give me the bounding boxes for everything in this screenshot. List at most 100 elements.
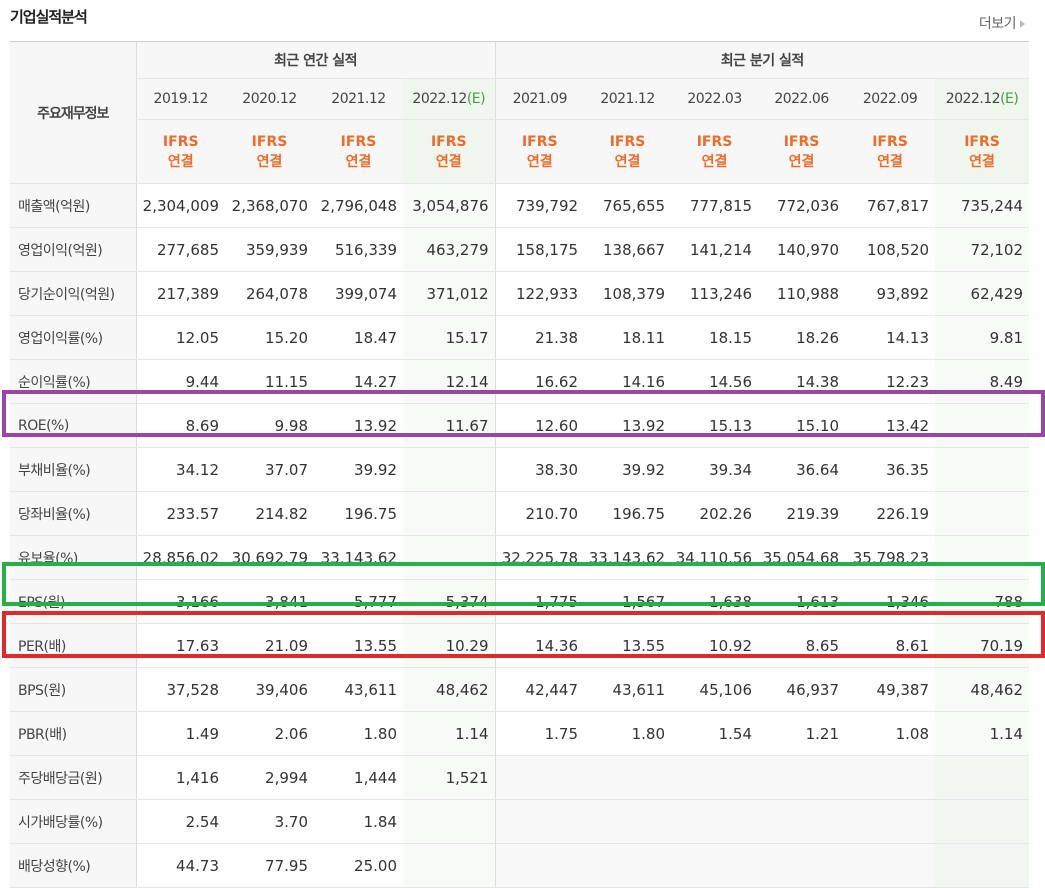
table-cell: 21.38 (494, 315, 585, 360)
ifrs-label: IFRS 연결 (935, 119, 1030, 184)
more-link[interactable]: 더보기 (979, 13, 1025, 33)
chevron-right-icon (1020, 20, 1025, 28)
table-row: 시가배당률(%) 2.54 3.70 1.84 (10, 799, 1030, 844)
ifrs-line2: 연결 (969, 153, 995, 170)
ifrs-line1: IFRS (430, 133, 467, 150)
table-cell: 141,214 (671, 227, 759, 272)
ifrs-label: IFRS 연결 (494, 119, 585, 184)
ifrs-line2: 연결 (526, 153, 553, 170)
ifrs-line1: IFRS (340, 133, 377, 150)
table-cell: 2.54 (135, 799, 225, 844)
table-cell: 1,638 (671, 579, 759, 624)
table-cell: 42,447 (494, 667, 585, 712)
ifrs-line1: IFRS (521, 133, 558, 150)
table-cell: 13.42 (845, 403, 936, 448)
table-cell: 1.21 (758, 711, 846, 756)
date-label: 2021.09 (512, 91, 568, 107)
table-cell (845, 843, 936, 888)
table-row: 매출액(억원) 2,304,009 2,368,070 2,796,048 3,054,… (10, 183, 1030, 228)
table-cell (935, 447, 1030, 492)
table-cell: 113,246 (671, 271, 759, 316)
table-cell: 1,416 (135, 755, 225, 800)
table-cell: 202.26 (671, 491, 759, 536)
table-cell: 28,856.02 (135, 535, 225, 580)
table-cell: 21.09 (225, 623, 314, 668)
table-row: 당좌비율(%) 233.57 214.82 196.75 210.70 196.75 202… (10, 491, 1030, 536)
table-cell: 217,389 (135, 271, 225, 316)
corner-header: 주요재무정보 (10, 41, 136, 184)
ifrs-line2: 연결 (435, 153, 462, 170)
table-row: 유보율(%) 28,856.02 30,692.79 33,143.62 32,225.… (10, 535, 1030, 580)
table-cell (935, 755, 1030, 800)
date-header: 2022.03 (671, 78, 759, 120)
table-cell: 37,528 (135, 667, 225, 712)
table-cell: 39,406 (225, 667, 314, 712)
estimate-mark: (E) (1000, 91, 1019, 107)
table-cell: 10.92 (671, 623, 759, 668)
date-label: 2022.12 (412, 91, 467, 107)
date-header: 2021.12 (314, 78, 403, 120)
table-cell: 32,225.78 (494, 535, 585, 580)
table-cell (584, 843, 672, 888)
table-cell: 38.30 (494, 447, 585, 492)
table-row: 주당배당금(원) 1,416 2,994 1,444 1,521 (10, 755, 1030, 800)
date-header: 2022.06 (758, 78, 846, 120)
ifrs-label: IFRS 연결 (403, 119, 496, 184)
table-cell (935, 403, 1030, 448)
table-cell (935, 535, 1030, 580)
table-cell: 399,074 (314, 271, 403, 316)
table-cell: 214.82 (225, 491, 314, 536)
estimate-mark: (E) (466, 91, 486, 107)
table-cell (494, 755, 585, 800)
table-cell: 9.44 (135, 359, 225, 404)
table-cell (403, 447, 496, 492)
table-row: ROE(%) 8.69 9.98 13.92 11.67 12.60 13.92 15.13 1… (10, 403, 1030, 448)
table-cell: 5,777 (314, 579, 403, 624)
table-cell: 516,339 (314, 227, 403, 272)
table-cell: 77.95 (225, 843, 314, 888)
date-label: 2022.09 (862, 91, 918, 107)
table-cell: 108,379 (584, 271, 672, 316)
table-cell: 277,685 (135, 227, 225, 272)
table-cell: 46,937 (758, 667, 846, 712)
table-cell: 5,374 (403, 579, 496, 624)
table-cell: 463,279 (403, 227, 496, 272)
date-label: 2022.03 (687, 91, 742, 107)
table-cell: 18.15 (671, 315, 759, 360)
ifrs-label: IFRS 연결 (314, 119, 403, 184)
table-cell: 15.13 (671, 403, 759, 448)
table-cell: 9.98 (225, 403, 314, 448)
table-cell: 2,994 (225, 755, 314, 800)
table-cell: 11.67 (403, 403, 496, 448)
table-cell: 140,970 (758, 227, 846, 272)
table-cell: 8.65 (758, 623, 846, 668)
table-cell: 18.11 (584, 315, 672, 360)
table-cell: 93,892 (845, 271, 936, 316)
date-label: 2021.12 (331, 91, 386, 107)
table-cell: 36.64 (758, 447, 846, 492)
table-cell: 767,817 (845, 183, 936, 228)
table-cell: 72,102 (935, 227, 1030, 272)
table-cell: 43,611 (314, 667, 403, 712)
table-cell: 138,667 (584, 227, 672, 272)
table-cell: 39.34 (671, 447, 759, 492)
table-cell: 14.38 (758, 359, 846, 404)
table-cell (671, 843, 759, 888)
table-cell: 765,655 (584, 183, 672, 228)
table-cell: 371,012 (403, 271, 496, 316)
row-label: 영업이익률(%) (10, 315, 136, 360)
row-label: 영업이익(억원) (10, 227, 136, 272)
table-cell (845, 799, 936, 844)
table-cell: 233.57 (135, 491, 225, 536)
table-cell: 1.14 (403, 711, 496, 756)
table-cell: 1.84 (314, 799, 403, 844)
ifrs-line1: IFRS (964, 133, 1000, 150)
ifrs-line1: IFRS (609, 133, 646, 150)
table-cell: 13.92 (314, 403, 403, 448)
table-cell: 196.75 (584, 491, 672, 536)
table-cell: 1,613 (758, 579, 846, 624)
ifrs-label: IFRS 연결 (758, 119, 846, 184)
table-row: EPS(원) 3,166 3,841 5,777 5,374 1,775 1,567 1,63… (10, 579, 1030, 624)
table-cell (494, 843, 585, 888)
table-cell: 13.92 (584, 403, 672, 448)
